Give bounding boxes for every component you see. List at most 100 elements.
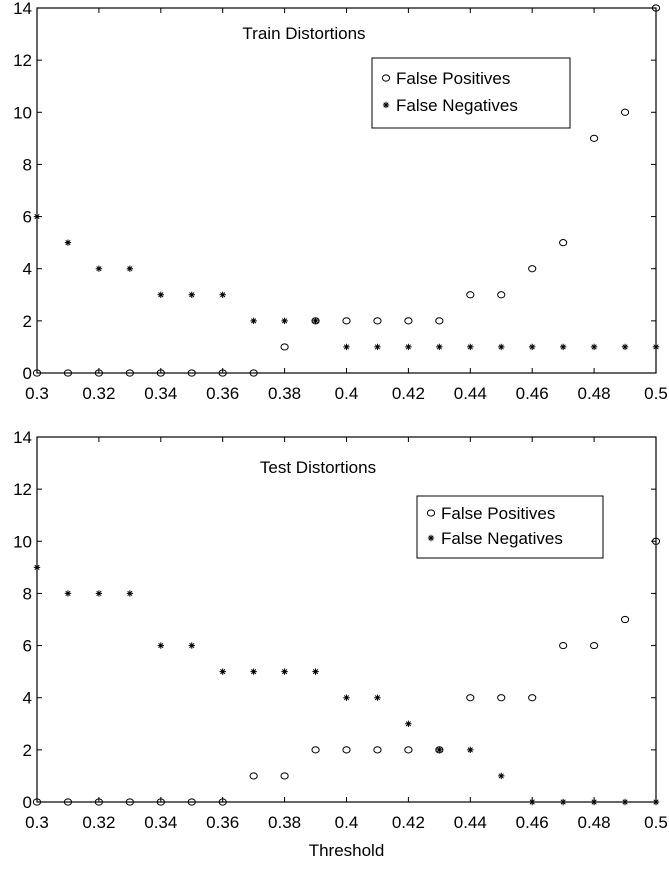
data-point [187,798,196,806]
y-tick-label: 10 [13,532,32,551]
data-point [219,291,226,298]
data-point [188,291,195,298]
data-point [373,317,382,325]
data-point [218,798,227,806]
y-tick-label: 6 [23,208,32,227]
data-point [219,668,226,675]
x-tick-label: 0.32 [82,813,115,832]
data-point [63,369,73,377]
data-point [404,317,413,325]
x-tick-label: 0.32 [82,384,115,403]
x-tick-label: 0.46 [516,813,549,832]
y-tick-label: 2 [23,741,32,760]
data-point [95,590,103,597]
data-point [218,369,227,377]
data-point [528,694,537,702]
x-tick-label: 0.48 [578,813,611,832]
y-tick-label: 0 [23,793,32,812]
data-point [620,108,630,116]
data-point [187,369,196,377]
data-point [94,798,104,806]
x-tick-label: 0.4 [335,384,359,403]
data-point [620,615,630,624]
y-tick-label: 8 [23,584,32,603]
data-point [528,265,537,273]
x-tick-label: 0.36 [206,813,239,832]
data-point [590,641,599,650]
x-tick-label: 0.34 [144,384,177,403]
y-tick-label: 14 [13,428,32,447]
data-point [280,343,289,351]
data-point [621,343,629,351]
y-tick-label: 4 [23,260,32,279]
data-point [498,343,505,351]
data-point [497,291,506,299]
y-tick-label: 8 [23,155,32,174]
data-point [374,694,381,701]
data-point [342,317,351,325]
data-point [125,369,134,377]
x-tick-label: 0.38 [268,384,301,403]
series-false-positives [32,537,661,806]
series-false-negatives [33,213,660,351]
data-point [156,369,165,377]
series-false-positives [32,4,661,377]
data-point [529,343,536,351]
x-tick-label: 0.5 [644,384,668,403]
data-point [126,265,134,272]
data-point [250,317,257,325]
legend-marker-star [427,534,435,542]
legend-label: False Positives [396,69,510,88]
data-point [373,746,382,754]
data-point [312,317,319,325]
data-point [156,798,165,806]
data-point [559,239,568,247]
data-point [374,343,381,351]
data-point [281,317,288,325]
legend-marker-circle [426,509,436,517]
chart-panel-1: 0.3 0.32 0.34 0.36 0.38 0.4 0.42 0.44 0.46 0.48 0.… [13,0,668,403]
x-tick-label: 0.44 [454,813,487,832]
data-point [467,343,474,351]
data-point [250,668,257,675]
data-point [342,746,351,754]
x-tick-label: 0.38 [268,813,301,832]
legend: False Positives False Negatives [371,57,571,129]
data-point [590,343,598,351]
y-tick-label: 10 [13,103,32,122]
x-tick-label: 0.42 [392,813,425,832]
data-point [497,694,506,702]
x-tick-label: 0.42 [392,384,425,403]
data-point [94,369,104,377]
y-tick-label: 14 [13,0,32,18]
data-point [249,369,258,377]
data-point [188,642,195,649]
data-point [311,746,320,754]
legend-marker-star [382,101,390,109]
data-point [405,343,412,351]
data-point [280,772,289,780]
legend-label: False Negatives [396,96,518,115]
y-tick-label: 2 [23,312,32,331]
x-tick-label: 0.46 [516,384,549,403]
x-tick-label: 0.36 [206,384,239,403]
data-point [559,798,567,806]
x-tick-label: 0.44 [454,384,487,403]
series-false-negatives [33,564,660,806]
chart-title: Test Distortions [260,458,376,477]
data-point [343,343,350,351]
chart-panel-2: 0.3 0.32 0.34 0.36 0.38 0.4 0.42 0.44 0.46 0.48 0.… [13,428,668,860]
data-point [621,798,629,806]
data-point [63,798,73,806]
x-tick-label: 0.3 [25,813,49,832]
data-point [32,798,42,806]
x-tick-label: 0.5 [644,813,668,832]
x-tick-label: 0.48 [578,384,611,403]
legend-box [371,57,571,129]
x-tick-label: 0.4 [335,813,359,832]
data-point [95,265,103,272]
data-point [466,291,475,299]
data-point [590,798,598,806]
data-point [126,590,134,597]
